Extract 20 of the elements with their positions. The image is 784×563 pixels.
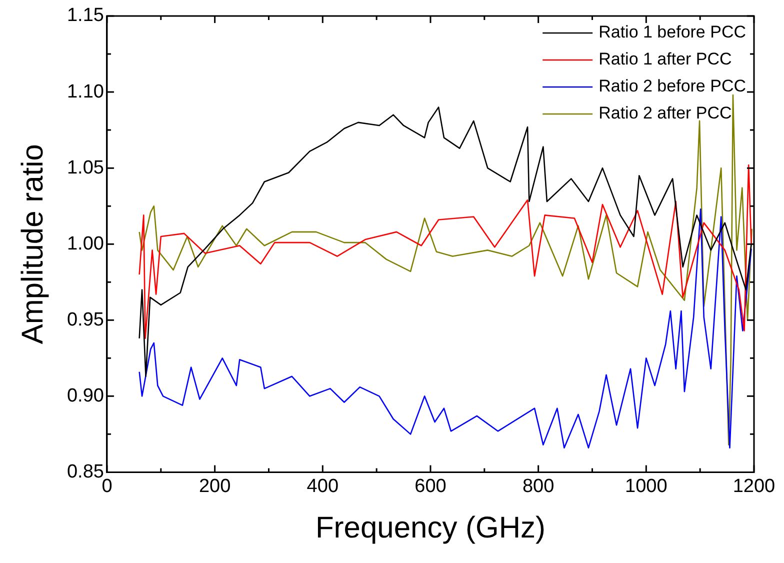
x-tick-label: 600: [414, 476, 446, 497]
x-tick-label: 1200: [732, 476, 776, 497]
legend-label: Ratio 1 after PCC: [598, 50, 732, 69]
y-tick-label: 0.95: [66, 309, 104, 330]
y-axis-title: Amplitude ratio: [16, 144, 50, 344]
y-tick-label: 0.85: [66, 461, 104, 482]
text: 1.00: [66, 233, 104, 254]
x-axis-title: Frequency (GHz): [315, 511, 546, 544]
x-tick-label: 1000: [625, 476, 668, 497]
text: 0.90: [66, 385, 104, 406]
x-tick-label: 0: [102, 476, 112, 497]
legend-label: Ratio 1 before PCC: [598, 22, 746, 42]
text: 1.10: [66, 81, 104, 102]
x-tick-label: 400: [306, 476, 339, 497]
legend-label: Ratio 2 after PCC: [598, 104, 732, 123]
y-tick-label: 1.05: [66, 157, 104, 178]
y-tick-label: 1.15: [66, 5, 104, 26]
x-tick-label: 800: [522, 476, 554, 497]
x-tick-label: 200: [198, 476, 231, 497]
legend-label: Ratio 2 before PCC: [598, 76, 746, 96]
